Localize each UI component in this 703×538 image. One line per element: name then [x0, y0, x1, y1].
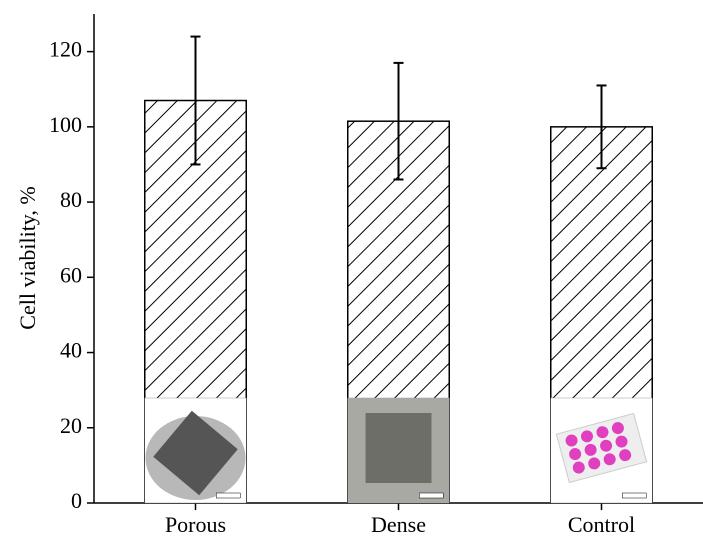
y-axis-label: Cell viability, %: [15, 186, 40, 329]
y-tick-label: 20: [60, 413, 82, 438]
sample-photo: [366, 413, 432, 483]
chart: Cell viability, % 0 20 40 60 80 100 120 Porous D…: [0, 0, 703, 538]
sample-photo: [419, 493, 443, 498]
y-tick-label: 120: [49, 37, 82, 62]
y-tick-label: 60: [60, 262, 82, 287]
y-tick-label: 80: [60, 187, 82, 212]
y-tick-label: 40: [60, 338, 82, 363]
x-tick-label: Porous: [165, 512, 226, 537]
y-tick-label: 100: [49, 112, 82, 137]
x-tick-label: Dense: [371, 512, 426, 537]
x-tick-label: Control: [568, 512, 635, 537]
y-tick-label: 0: [71, 488, 82, 513]
sample-photo: [622, 493, 646, 498]
sample-photo: [216, 493, 240, 498]
